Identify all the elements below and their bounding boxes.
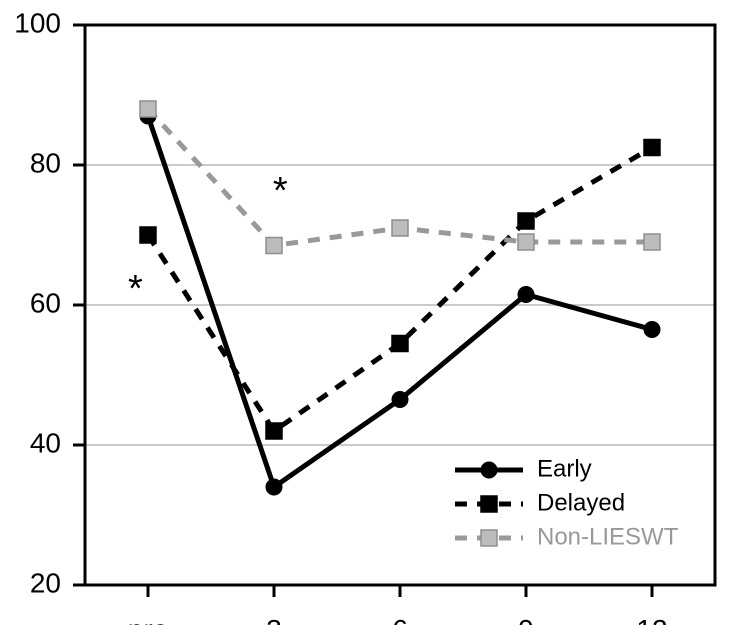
x-axis-label: pre <box>128 614 168 625</box>
marker-square <box>644 234 660 250</box>
marker-circle <box>644 322 660 338</box>
annotation-asterisk: * <box>273 170 288 212</box>
x-axis-label: 9 <box>518 614 534 625</box>
marker-circle <box>266 479 282 495</box>
marker-square <box>140 227 156 243</box>
x-axis-label: 3 <box>266 614 282 625</box>
chart-container: 20 40 60 80 100 pre 3 6 9 12 * * Early Delayed Non-LIE… <box>0 0 744 625</box>
legend-label: Delayed <box>537 489 625 516</box>
legend-label: Early <box>537 455 592 482</box>
marker-square <box>266 238 282 254</box>
x-axis-label: 12 <box>636 614 667 625</box>
marker-square <box>481 496 497 512</box>
x-axis-label: 6 <box>392 614 408 625</box>
y-axis-label: 80 <box>30 147 61 178</box>
marker-square <box>392 220 408 236</box>
y-axis-label: 40 <box>30 427 61 458</box>
marker-square <box>481 530 497 546</box>
annotation-asterisk: * <box>128 268 143 310</box>
y-axis-label: 100 <box>14 7 61 38</box>
marker-square <box>644 140 660 156</box>
marker-square <box>140 101 156 117</box>
marker-circle <box>481 462 497 478</box>
marker-square <box>392 336 408 352</box>
y-axis-label: 60 <box>30 287 61 318</box>
y-axis-label: 20 <box>30 567 61 598</box>
marker-square <box>518 234 534 250</box>
marker-square <box>266 423 282 439</box>
line-chart: 20 40 60 80 100 pre 3 6 9 12 * * Early Delayed Non-LIE… <box>0 0 744 625</box>
marker-square <box>518 213 534 229</box>
marker-circle <box>392 392 408 408</box>
legend-label: Non-LIESWT <box>537 523 679 550</box>
marker-circle <box>518 287 534 303</box>
